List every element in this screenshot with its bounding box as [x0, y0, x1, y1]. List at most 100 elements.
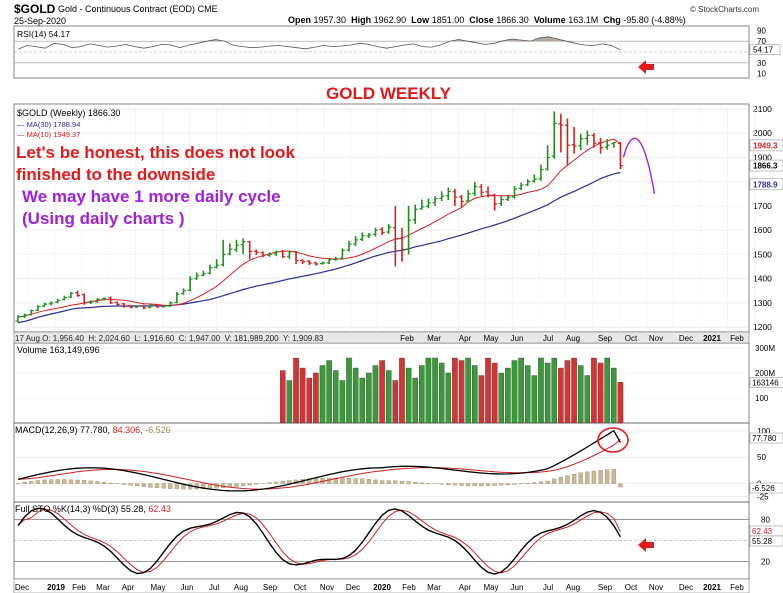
- tag-close-box: [749, 159, 783, 172]
- volume-bar: [352, 367, 359, 424]
- macd-hist-bar: [340, 477, 345, 484]
- x-bottom-label: Aug: [566, 583, 580, 592]
- macd-hist-bar: [479, 483, 484, 487]
- hover-close: C: 1,947.00: [178, 334, 221, 343]
- macd-hist-bar: [399, 480, 405, 484]
- x-bottom-label: Jun: [511, 583, 524, 592]
- close-label: Close: [469, 15, 494, 25]
- date: 25-Sep-2020: [14, 16, 67, 26]
- macd-hist-bar: [201, 483, 206, 490]
- legend-ma30: — MA(30) 1788.94: [17, 120, 81, 129]
- macd-hist-bar: [48, 479, 54, 484]
- sto-d-line: [17, 508, 621, 574]
- volume-bar: [518, 357, 524, 424]
- x-top-label: 2021: [703, 334, 721, 343]
- x-bottom-label: Nov: [649, 583, 663, 592]
- macd-hist-bar: [22, 482, 27, 484]
- macd-hist-bar: [168, 483, 173, 489]
- x-top-label: Feb: [730, 334, 744, 343]
- macd-hist-bar: [446, 483, 451, 485]
- volume-bar: [286, 380, 293, 424]
- price-tick-label: 1500: [753, 249, 772, 259]
- volume-bar: [584, 375, 591, 424]
- macd-hist-bar: [360, 478, 365, 484]
- x-bottom-label: Jul: [209, 583, 219, 592]
- macd-hist-bar: [333, 477, 338, 484]
- x-bottom-label: Jul: [543, 583, 553, 592]
- macd-hist-bar: [148, 483, 153, 488]
- chg-value: -95.80 (-4.88%): [623, 15, 686, 25]
- sto-label: Full STO %K(14,3) %D(3) 55.28, 62.43: [15, 504, 171, 514]
- macd-hist-bar: [68, 479, 74, 484]
- volume-tick-label: 100: [755, 394, 769, 403]
- macd-hist-bar: [55, 479, 60, 484]
- price-tick-label: 1600: [753, 225, 772, 235]
- macd-hist-bar: [95, 481, 100, 484]
- volume-bar: [544, 362, 551, 424]
- macd-hist-bar: [386, 480, 391, 484]
- volume-bar: [392, 380, 399, 424]
- x-bottom-label: Feb: [72, 583, 86, 592]
- volume-bar: [333, 370, 339, 424]
- legend-main: $GOLD (Weekly) 1866.30: [17, 108, 121, 118]
- macd-main: MACD(12,26,9) 77.780,: [15, 425, 111, 435]
- macd-hist-bar: [578, 472, 583, 484]
- macd-hist-bar: [29, 481, 34, 484]
- x-bottom-label: Aug: [234, 583, 248, 592]
- macd-hist-bar: [75, 479, 80, 484]
- macd-hist-bar: [459, 483, 464, 486]
- x-bottom-label: Oct: [625, 583, 638, 592]
- volume-bar: [478, 375, 485, 424]
- volume-bar: [452, 357, 458, 424]
- price-tick-label: 2100: [753, 104, 772, 114]
- macd-tag: 77.780: [752, 434, 777, 443]
- macd-hist-bar: [240, 483, 246, 487]
- open-value: 1957.30: [313, 15, 347, 25]
- macd-hist-bar: [419, 482, 424, 484]
- macd-hist-bar: [571, 473, 577, 484]
- description-text: Gold - Continuous Contract (EOD): [58, 4, 196, 14]
- volume-bar: [511, 360, 518, 424]
- macd-hist-bar: [82, 480, 87, 484]
- high-label: High: [351, 15, 372, 25]
- macd-hist-bar: [558, 476, 563, 484]
- volume-bar: [591, 357, 597, 424]
- macd-hist-bar: [267, 482, 272, 484]
- x-top-label: Nov: [649, 334, 663, 343]
- x-bottom-label: Dec: [346, 583, 360, 592]
- annotation-line-2: finished to the downside: [16, 165, 216, 184]
- volume-bar: [571, 357, 577, 424]
- macd-hist-bar: [552, 478, 557, 484]
- volume-value: 163.1M: [568, 15, 599, 25]
- x-bottom-label: May: [483, 583, 498, 592]
- macd-tag-box: [749, 432, 783, 444]
- sto-d: 62.43: [148, 504, 171, 514]
- macd-hist-bar: [406, 481, 411, 484]
- volume-tag: 163146: [752, 378, 779, 387]
- x-top-label: Apr: [459, 334, 472, 343]
- macd-hist-bar: [274, 481, 279, 484]
- macd-hist-bar: [538, 481, 544, 484]
- x-top-label: Jun: [511, 334, 524, 343]
- macd-tick-label: 50: [757, 453, 766, 462]
- high-value: 1962.90: [373, 15, 407, 25]
- volume-bar: [293, 357, 299, 424]
- macd-hist-bar: [512, 483, 517, 485]
- hover-bar: [13, 331, 750, 344]
- chg-label: Chg: [603, 15, 621, 25]
- macd-hist-bar: [585, 471, 590, 484]
- volume-bar: [505, 367, 511, 424]
- rsi-label: RSI(14) 54.17: [17, 29, 70, 39]
- x-bottom-label: Oct: [294, 583, 307, 592]
- price-tick-label: 1400: [753, 274, 772, 284]
- tag-ma10-box: [749, 139, 783, 152]
- volume-bar: [313, 372, 319, 424]
- projection-arc: [622, 137, 656, 194]
- macd-signal-line: [17, 438, 621, 490]
- volume-bar: [538, 357, 544, 424]
- volume-bar: [399, 357, 405, 424]
- sto-tick-label: 20: [761, 558, 770, 567]
- volume-bar: [597, 362, 604, 424]
- macd-hist-bar: [313, 478, 319, 484]
